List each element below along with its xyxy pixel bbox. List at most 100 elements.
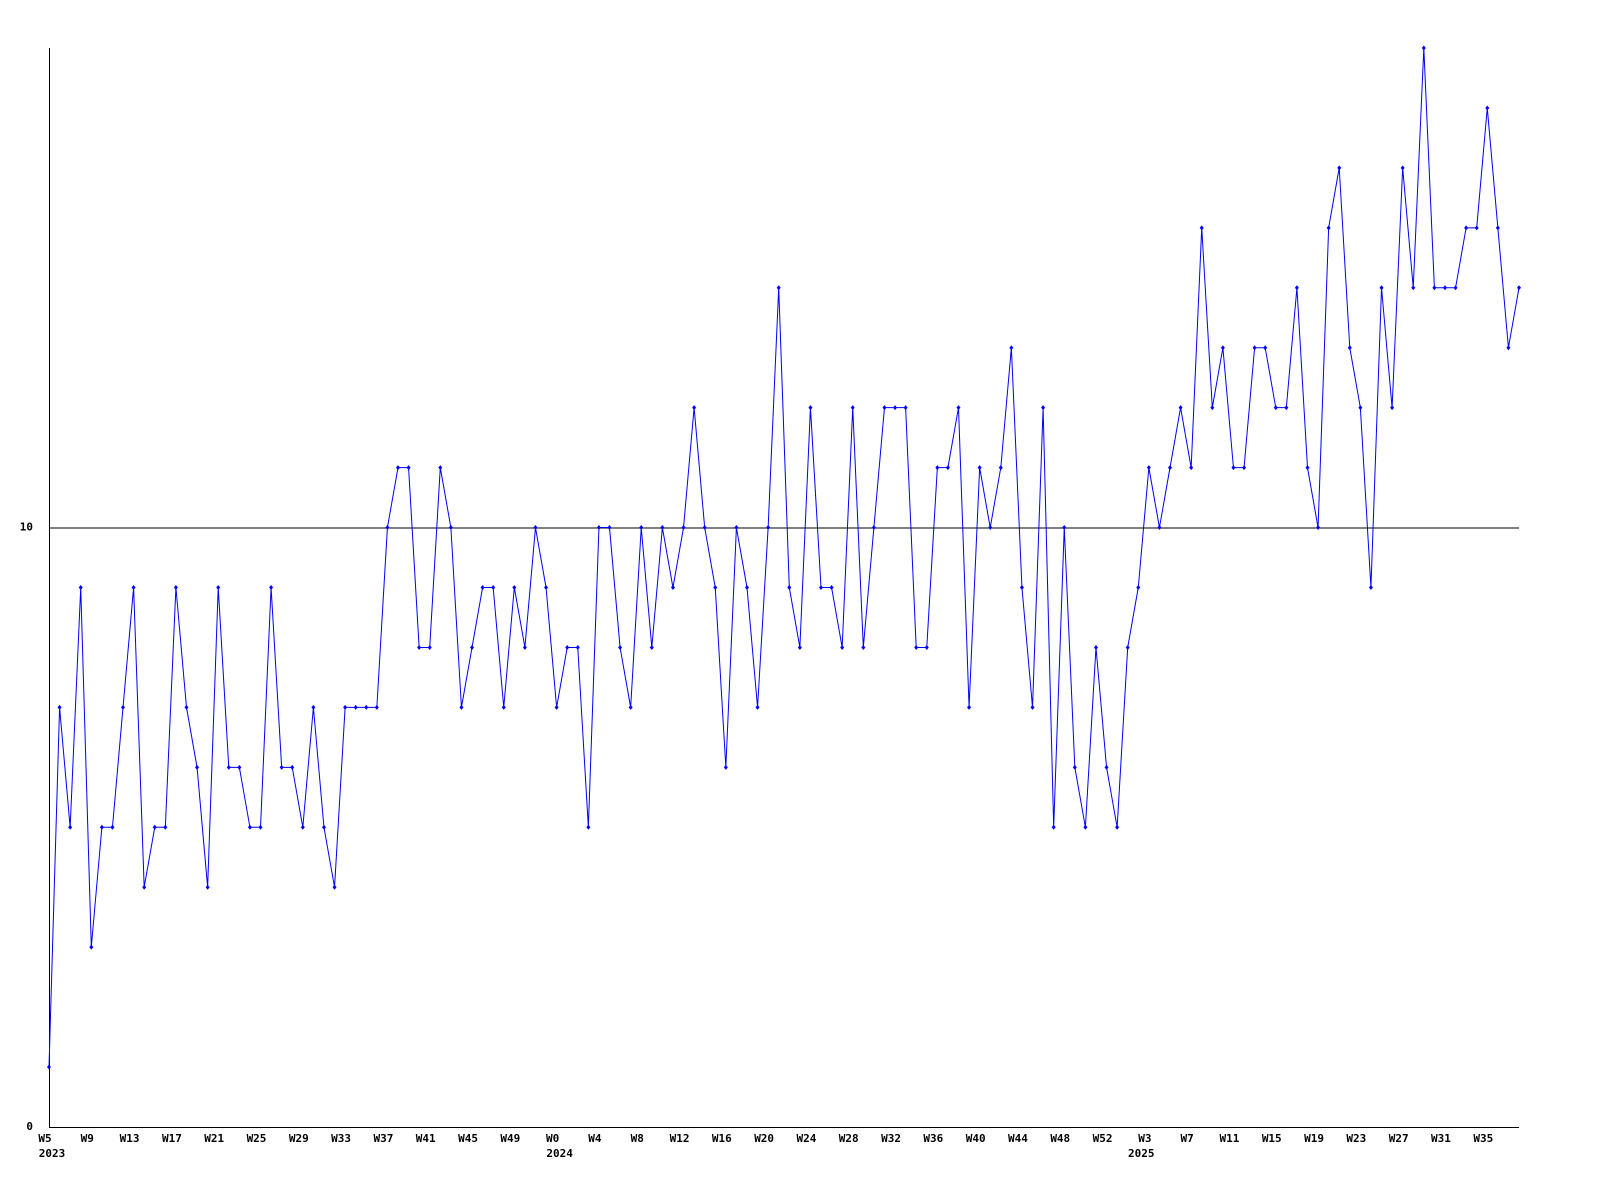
data-point: [1168, 465, 1173, 471]
data-point: [829, 585, 834, 590]
data-point: [850, 405, 855, 411]
data-point: [586, 824, 591, 830]
data-point: [607, 525, 612, 531]
data-point: [480, 585, 485, 590]
data-point: [321, 824, 326, 830]
data-point: [1421, 45, 1426, 51]
data-point: [1252, 345, 1257, 351]
x-tick-label: W40: [966, 1132, 986, 1145]
data-point: [448, 525, 453, 531]
data-point: [258, 824, 263, 830]
data-point: [89, 944, 94, 950]
data-point: [1115, 824, 1120, 830]
data-point: [1316, 525, 1321, 531]
data-point: [1495, 225, 1500, 231]
data-point: [237, 764, 242, 770]
data-point: [1326, 225, 1331, 231]
data-point: [713, 585, 718, 590]
year-label: 2024: [546, 1147, 573, 1160]
x-tick-label: W5: [38, 1132, 51, 1145]
data-point: [1506, 345, 1511, 351]
x-tick-label: W52: [1093, 1132, 1113, 1145]
data-point: [395, 465, 400, 471]
x-tick-label: W0: [546, 1132, 559, 1145]
data-point: [1178, 405, 1183, 411]
x-tick-label: W8: [631, 1132, 644, 1145]
data-point: [1337, 165, 1342, 171]
data-point: [1347, 345, 1352, 351]
data-point: [300, 824, 305, 830]
data-point: [512, 585, 517, 590]
data-point: [1146, 465, 1151, 471]
data-point: [1400, 165, 1405, 171]
data-point: [649, 644, 654, 650]
data-point: [575, 644, 580, 650]
data-point: [131, 585, 136, 590]
data-point: [596, 525, 601, 531]
data-point: [78, 585, 83, 590]
data-point: [1453, 285, 1458, 291]
data-point: [311, 704, 316, 710]
data-point: [1231, 465, 1236, 471]
data-point: [353, 704, 358, 710]
x-tick-label: W12: [670, 1132, 690, 1145]
data-point: [787, 585, 792, 590]
x-tick-label: W25: [247, 1132, 267, 1145]
data-point: [808, 405, 813, 411]
x-tick-label: W37: [373, 1132, 393, 1145]
data-point: [216, 585, 221, 590]
data-point: [1041, 405, 1046, 411]
data-point: [1009, 345, 1014, 351]
x-tick-label: W17: [162, 1132, 182, 1145]
x-tick-label: W32: [881, 1132, 901, 1145]
data-point: [1485, 105, 1490, 111]
x-tick-label: W31: [1431, 1132, 1451, 1145]
x-tick-label: W23: [1346, 1132, 1366, 1145]
data-point: [1220, 345, 1225, 351]
data-point: [639, 525, 644, 531]
data-point: [1442, 285, 1447, 291]
data-point: [1189, 465, 1194, 471]
data-point: [1517, 285, 1521, 291]
data-point: [163, 824, 168, 830]
data-point: [1474, 225, 1479, 231]
data-point: [110, 824, 115, 830]
x-tick-label: W41: [416, 1132, 436, 1145]
data-point: [1263, 345, 1268, 351]
data-point: [279, 764, 284, 770]
data-point: [935, 465, 940, 471]
x-tick-label: W9: [81, 1132, 94, 1145]
data-point: [1136, 585, 1141, 590]
y-tick-label: 0: [26, 1120, 33, 1133]
data-point: [618, 644, 623, 650]
data-point: [99, 824, 104, 830]
data-point: [1358, 405, 1363, 411]
data-point: [893, 405, 898, 411]
data-point: [1390, 405, 1395, 411]
data-point: [660, 525, 665, 531]
data-point: [1210, 405, 1215, 411]
data-point: [734, 525, 739, 531]
data-point: [1157, 525, 1162, 531]
data-point: [702, 525, 707, 531]
data-point: [840, 644, 845, 650]
data-point: [247, 824, 252, 830]
data-point: [406, 465, 411, 471]
data-point: [1093, 644, 1098, 650]
data-point: [1432, 285, 1437, 291]
data-point: [385, 525, 390, 531]
x-tick-label: W15: [1262, 1132, 1282, 1145]
data-point: [871, 525, 876, 531]
x-tick-label: W49: [500, 1132, 520, 1145]
data-point: [988, 525, 993, 531]
data-point: [184, 704, 189, 710]
data-point: [343, 704, 348, 710]
x-tick-label: W27: [1389, 1132, 1409, 1145]
data-point: [332, 884, 337, 890]
data-point: [670, 585, 675, 590]
data-point: [628, 704, 633, 710]
x-tick-label: W29: [289, 1132, 309, 1145]
data-point: [819, 585, 824, 590]
